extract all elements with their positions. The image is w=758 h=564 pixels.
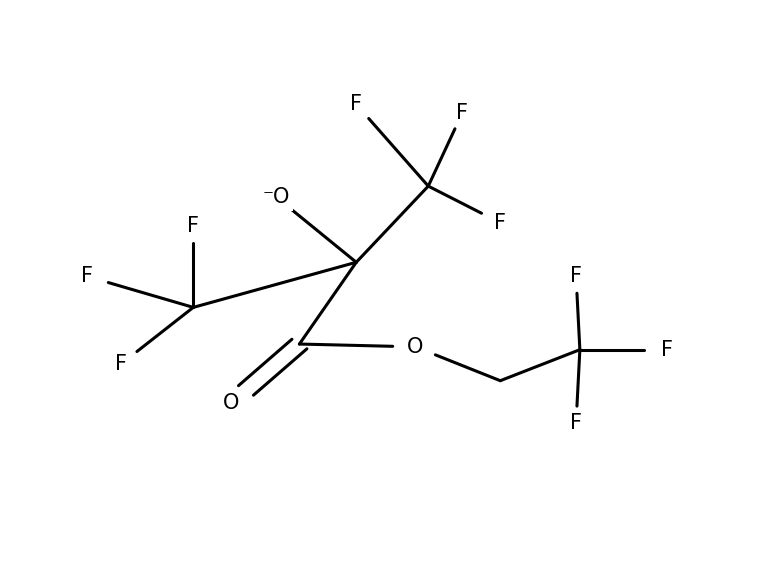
Text: F: F	[494, 213, 506, 233]
Text: F: F	[456, 103, 468, 123]
Text: F: F	[115, 354, 127, 374]
Text: F: F	[570, 266, 582, 287]
Text: F: F	[661, 340, 673, 360]
Text: F: F	[187, 215, 199, 236]
Text: O: O	[407, 337, 424, 357]
Text: ⁻O: ⁻O	[263, 187, 290, 208]
Text: F: F	[570, 413, 582, 433]
Text: F: F	[81, 266, 93, 287]
Text: O: O	[223, 393, 240, 413]
Text: F: F	[350, 94, 362, 114]
